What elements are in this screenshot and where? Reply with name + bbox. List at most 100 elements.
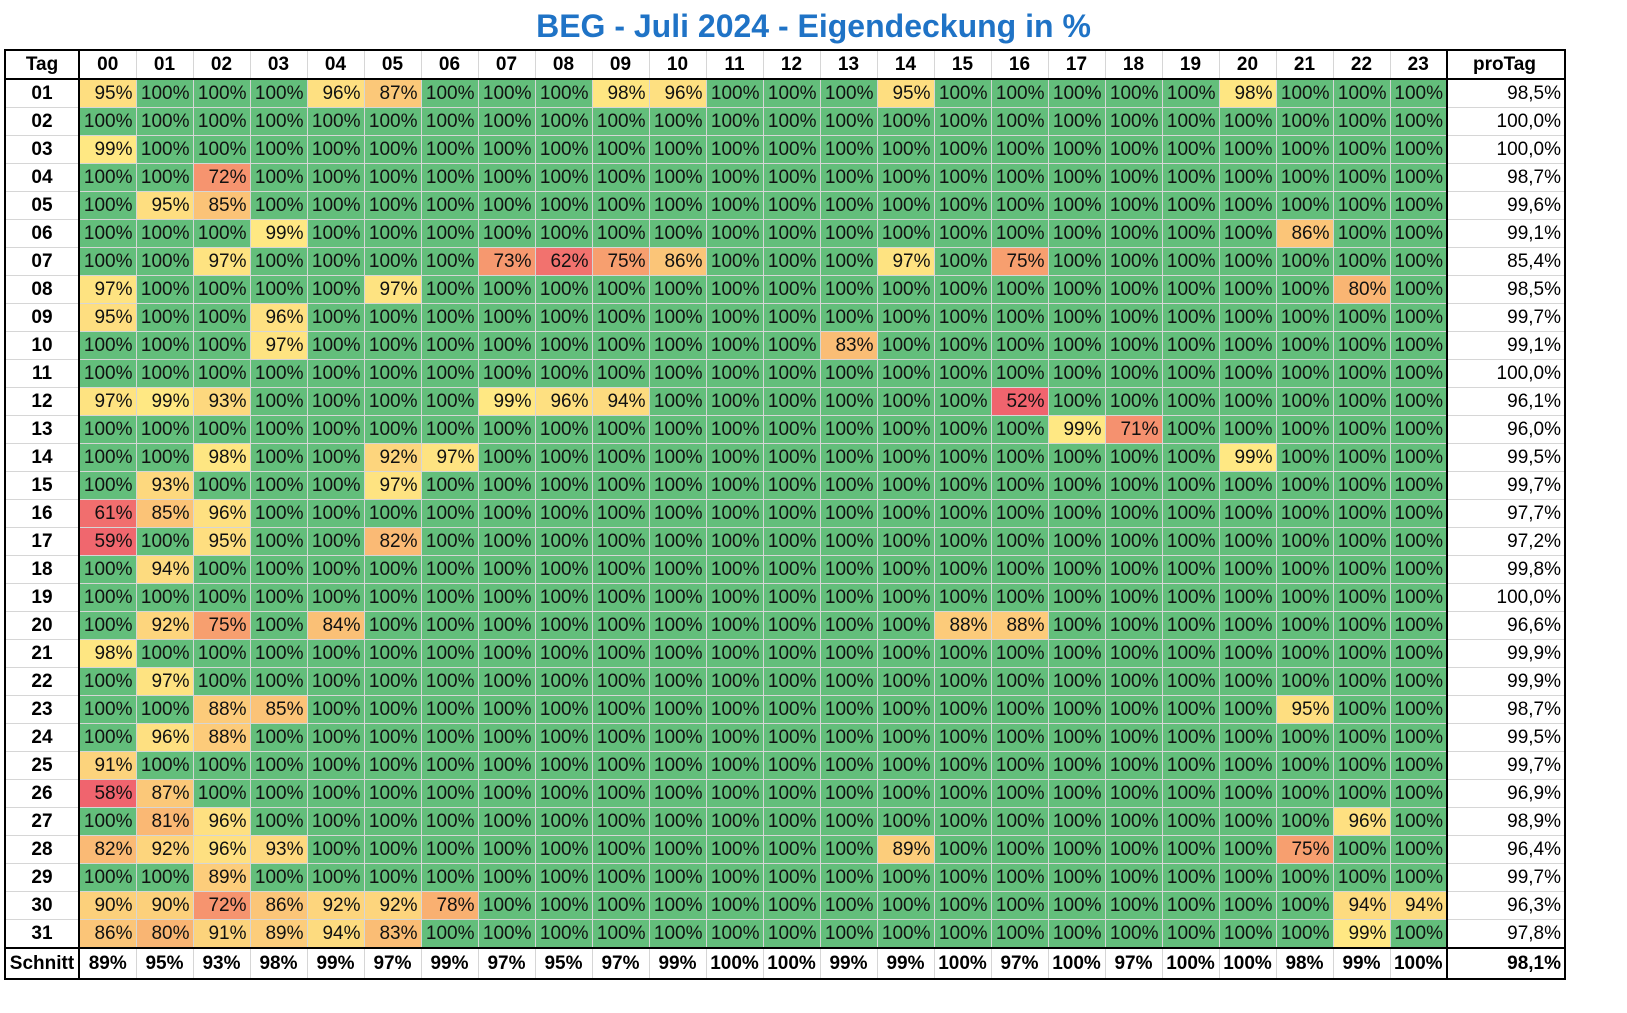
coverage-cell: 100% <box>990 191 1049 220</box>
coverage-cell: 100% <box>1332 415 1391 444</box>
coverage-cell: 96% <box>1332 807 1391 836</box>
average-cell: 100% <box>1218 947 1277 980</box>
coverage-cell: 100% <box>648 275 707 304</box>
coverage-cell: 100% <box>705 555 764 584</box>
coverage-cell: 100% <box>1332 527 1391 556</box>
coverage-cell: 100% <box>1332 779 1391 808</box>
coverage-cell: 100% <box>1332 331 1391 360</box>
coverage-cell: 100% <box>1389 219 1448 248</box>
coverage-cell: 100% <box>1104 863 1163 892</box>
coverage-cell: 100% <box>933 303 992 332</box>
coverage-cell: 100% <box>1389 331 1448 360</box>
coverage-cell: 100% <box>933 443 992 472</box>
table-row: 15 100% 93% 100% 100% 100% 97% 100% 100% 100% 100%… <box>4 471 1566 500</box>
coverage-cell: 100% <box>1389 303 1448 332</box>
coverage-cell: 100% <box>1389 919 1448 949</box>
per-day-total: 98,7% <box>1446 163 1566 192</box>
coverage-cell: 100% <box>990 891 1049 920</box>
day-label: 06 <box>4 219 80 248</box>
table-row: 01 95% 100% 100% 100% 96% 87% 100% 100% 100% 98% 96… <box>4 78 1566 108</box>
coverage-cell: 87% <box>363 78 422 108</box>
coverage-cell: 100% <box>990 639 1049 668</box>
table-row: 02 100% 100% 100% 100% 100% 100% 100% 100% 100% 10… <box>4 107 1566 136</box>
coverage-cell: 100% <box>534 415 593 444</box>
table-row: 12 97% 99% 93% 100% 100% 100% 100% 99% 96% 94% 100%… <box>4 387 1566 416</box>
coverage-cell: 97% <box>363 471 422 500</box>
coverage-cell: 100% <box>363 807 422 836</box>
coverage-cell: 100% <box>1218 219 1277 248</box>
coverage-cell: 100% <box>249 527 308 556</box>
coverage-cell: 100% <box>876 499 935 528</box>
coverage-cell: 100% <box>705 891 764 920</box>
coverage-cell: 100% <box>1389 191 1448 220</box>
coverage-cell: 100% <box>420 163 479 192</box>
per-day-total: 99,1% <box>1446 331 1566 360</box>
coverage-cell: 100% <box>1275 163 1334 192</box>
coverage-cell: 100% <box>1218 723 1277 752</box>
coverage-cell: 100% <box>1332 751 1391 780</box>
coverage-cell: 100% <box>1332 583 1391 612</box>
coverage-cell: 100% <box>1161 723 1220 752</box>
coverage-cell: 100% <box>1389 583 1448 612</box>
coverage-cell: 98% <box>1218 78 1277 108</box>
average-cell: 95% <box>135 947 194 980</box>
coverage-cell: 100% <box>1275 107 1334 136</box>
table-row: 17 59% 100% 95% 100% 100% 82% 100% 100% 100% 100% 1… <box>4 527 1566 556</box>
per-day-total: 100,0% <box>1446 107 1566 136</box>
coverage-cell: 100% <box>705 807 764 836</box>
coverage-cell: 100% <box>420 751 479 780</box>
coverage-cell: 100% <box>1047 135 1106 164</box>
coverage-cell: 100% <box>477 443 536 472</box>
coverage-cell: 100% <box>648 639 707 668</box>
coverage-cell: 100% <box>1161 415 1220 444</box>
coverage-cell: 100% <box>648 667 707 696</box>
coverage-cell: 100% <box>705 163 764 192</box>
coverage-cell: 99% <box>1047 415 1106 444</box>
coverage-cell: 99% <box>1218 443 1277 472</box>
coverage-cell: 100% <box>1161 163 1220 192</box>
coverage-cell: 100% <box>648 387 707 416</box>
coverage-cell: 100% <box>420 107 479 136</box>
coverage-cell: 100% <box>648 863 707 892</box>
coverage-cell: 100% <box>1389 359 1448 388</box>
coverage-cell: 100% <box>135 78 194 108</box>
per-day-total: 99,9% <box>1446 667 1566 696</box>
per-day-total: 99,9% <box>1446 639 1566 668</box>
coverage-cell: 100% <box>762 359 821 388</box>
coverage-cell: 100% <box>306 163 365 192</box>
coverage-cell: 100% <box>1275 499 1334 528</box>
table-row: 27 100% 81% 96% 100% 100% 100% 100% 100% 100% 100%… <box>4 807 1566 836</box>
coverage-cell: 100% <box>876 415 935 444</box>
day-label: 18 <box>4 555 80 584</box>
coverage-cell: 100% <box>363 583 422 612</box>
coverage-cell: 100% <box>1332 191 1391 220</box>
coverage-cell: 100% <box>78 191 137 220</box>
coverage-cell: 100% <box>1218 275 1277 304</box>
average-cell: 100% <box>1047 947 1106 980</box>
hour-header: 13 <box>819 49 878 80</box>
coverage-cell: 100% <box>306 331 365 360</box>
day-label: 15 <box>4 471 80 500</box>
coverage-cell: 100% <box>249 275 308 304</box>
coverage-cell: 100% <box>249 163 308 192</box>
coverage-cell: 100% <box>192 107 251 136</box>
coverage-cell: 72% <box>192 891 251 920</box>
coverage-cell: 100% <box>1218 471 1277 500</box>
coverage-cell: 100% <box>762 275 821 304</box>
coverage-cell: 100% <box>648 527 707 556</box>
coverage-cell: 100% <box>78 107 137 136</box>
average-cell: 100% <box>1389 947 1448 980</box>
coverage-cell: 100% <box>1104 891 1163 920</box>
coverage-cell: 100% <box>819 135 878 164</box>
coverage-cell: 100% <box>762 611 821 640</box>
coverage-cell: 100% <box>249 639 308 668</box>
coverage-cell: 100% <box>420 415 479 444</box>
coverage-cell: 100% <box>192 303 251 332</box>
coverage-cell: 100% <box>1218 751 1277 780</box>
coverage-cell: 100% <box>591 863 650 892</box>
average-cell: 99% <box>306 947 365 980</box>
coverage-cell: 100% <box>192 751 251 780</box>
table-row: 31 86% 80% 91% 89% 94% 83% 100% 100% 100% 100% 100%… <box>4 919 1566 949</box>
coverage-cell: 100% <box>306 751 365 780</box>
coverage-cell: 100% <box>1389 78 1448 108</box>
